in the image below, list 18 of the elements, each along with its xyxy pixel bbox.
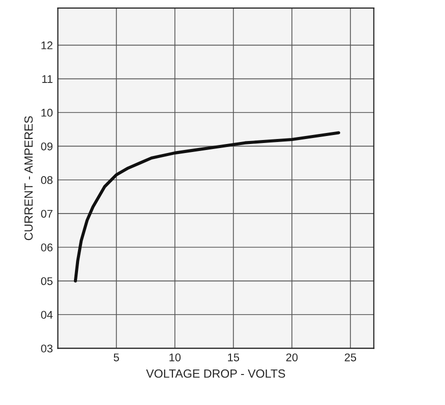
- y-tick-label: 12: [41, 41, 52, 50]
- y-tick-label: 10: [41, 108, 53, 117]
- y-tick-label: 05: [41, 277, 53, 286]
- y-tick-label: 07: [41, 210, 52, 218]
- y-axis-title: CURRENT - AMPERES: [24, 116, 33, 240]
- x-axis-title: VOLTAGE DROP - VOLTS: [146, 369, 286, 378]
- y-tick-label: 11: [42, 75, 52, 83]
- x-tick-label: 15: [228, 354, 240, 362]
- y-tick-label: 08: [41, 176, 53, 184]
- x-tick-label: 20: [286, 353, 298, 362]
- y-tick-label: 03: [41, 344, 52, 352]
- y-tick-label: 06: [41, 244, 52, 252]
- x-tick-label: 10: [170, 353, 181, 362]
- x-tick-label: 25: [344, 353, 356, 362]
- y-tick-label: 04: [41, 310, 53, 319]
- x-tick-label: 5: [114, 354, 119, 362]
- line-series: [74, 131, 340, 282]
- y-tick-label: 09: [41, 142, 52, 150]
